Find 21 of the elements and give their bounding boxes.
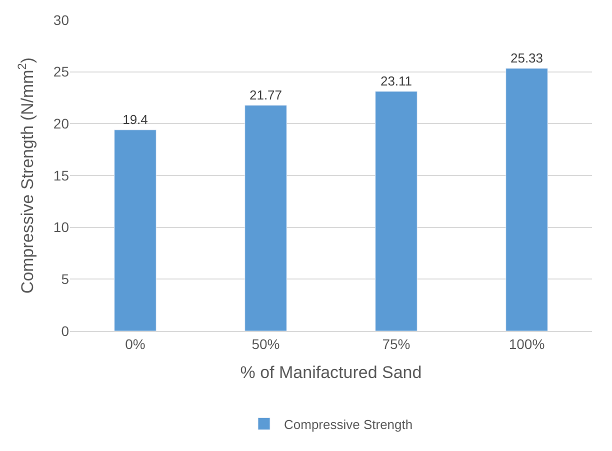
y-tick-label: 30 [53, 12, 70, 28]
legend-label: Compressive Strength [284, 416, 413, 432]
data-label: 19.4 [122, 112, 148, 127]
y-tick-label: 15 [53, 167, 70, 184]
x-tick-label: 75% [382, 336, 410, 352]
y-tick-label: 10 [53, 219, 70, 236]
y-tick-label: 20 [53, 116, 70, 132]
bar [506, 68, 548, 331]
data-label: 23.11 [380, 73, 412, 88]
y-tick-label: 5 [61, 271, 70, 288]
data-label: 25.33 [510, 50, 544, 66]
data-label: 21.77 [249, 87, 282, 102]
bar [375, 91, 418, 331]
bar [244, 105, 287, 331]
x-tick-label: 0% [125, 336, 146, 352]
x-axis-title: % of Manifactured Sand [240, 363, 422, 382]
x-tick-label: 100% [508, 336, 545, 352]
y-tick-label: 25 [53, 64, 70, 80]
x-tick-label: 50% [252, 336, 280, 352]
y-tick-label: 0 [61, 322, 70, 339]
bar [114, 130, 156, 331]
